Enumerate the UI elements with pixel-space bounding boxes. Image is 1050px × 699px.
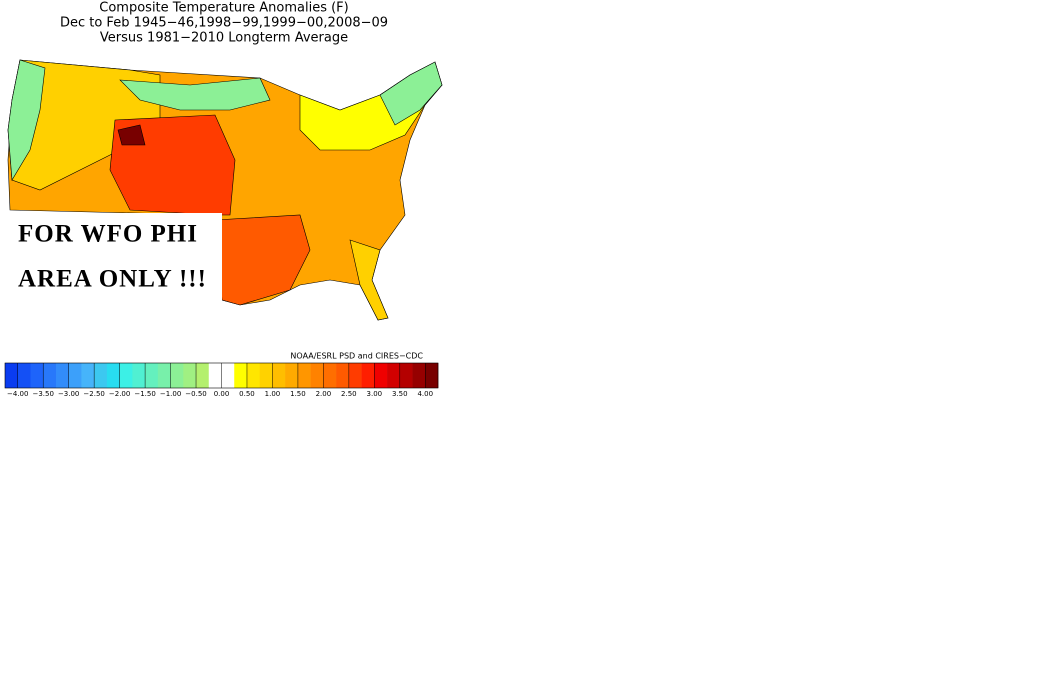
color-swatch — [132, 363, 146, 388]
color-swatch — [183, 363, 197, 388]
color-swatch — [412, 363, 426, 388]
title: Composite Temperature Anomalies (F) — [99, 1, 348, 16]
color-swatch — [361, 363, 375, 388]
color-swatch — [234, 363, 248, 388]
credit: NOAA/ESRL PSD and CIRES−CDC — [290, 352, 423, 361]
us-map — [7, 59, 443, 321]
color-swatch — [196, 363, 210, 388]
tick-label: 0.00 — [214, 390, 230, 398]
tick-label: −2.50 — [83, 390, 104, 398]
tick-label: 4.00 — [417, 390, 433, 398]
tick-label: 3.50 — [392, 390, 408, 398]
color-swatch — [259, 363, 273, 388]
color-swatch — [30, 363, 44, 388]
overlay-box — [13, 213, 222, 330]
overlay-text: FOR WFO PHI — [18, 221, 198, 248]
color-swatch — [119, 363, 133, 388]
subtitle: Versus 1981−2010 Longterm Average — [100, 31, 348, 46]
color-swatch — [5, 363, 19, 388]
tick-label: −3.50 — [32, 390, 53, 398]
tick-label: −1.00 — [160, 390, 181, 398]
tick-label: 1.50 — [290, 390, 306, 398]
color-swatch — [43, 363, 57, 388]
color-swatch — [336, 363, 350, 388]
region — [379, 61, 443, 126]
overlay-text: AREA ONLY !!! — [18, 266, 207, 293]
color-swatch — [285, 363, 299, 388]
color-swatch — [297, 363, 311, 388]
region — [119, 77, 271, 111]
region — [214, 214, 311, 306]
color-swatch — [399, 363, 413, 388]
tick-label: 2.50 — [341, 390, 357, 398]
color-swatch — [170, 363, 184, 388]
tick-label: −2.00 — [109, 390, 130, 398]
color-swatch — [145, 363, 159, 388]
region — [117, 124, 146, 146]
tick-label: −3.00 — [58, 390, 79, 398]
region — [7, 59, 46, 181]
color-swatch — [323, 363, 337, 388]
color-swatch — [348, 363, 362, 388]
color-swatch — [310, 363, 324, 388]
color-swatch — [68, 363, 82, 388]
color-swatch — [272, 363, 286, 388]
color-swatch — [387, 363, 401, 388]
color-swatch — [81, 363, 95, 388]
color-swatch — [208, 363, 222, 388]
color-swatch — [94, 363, 108, 388]
tick-label: 1.00 — [265, 390, 281, 398]
color-swatch — [221, 363, 235, 388]
region — [349, 239, 389, 321]
color-swatch — [157, 363, 171, 388]
color-swatch — [246, 363, 261, 388]
subtitle: Dec to Feb 1945−46,1998−99,1999−00,2008−… — [60, 16, 388, 31]
color-swatch — [55, 363, 69, 388]
tick-label: −0.50 — [185, 390, 206, 398]
tick-label: 3.00 — [367, 390, 383, 398]
tick-label: −1.50 — [134, 390, 155, 398]
color-swatch — [106, 363, 120, 388]
tick-label: 2.00 — [316, 390, 332, 398]
color-swatch — [374, 363, 388, 388]
tick-label: −4.00 — [7, 390, 28, 398]
color-swatch — [425, 363, 439, 388]
color-swatch — [17, 363, 31, 388]
tick-label: 0.50 — [239, 390, 255, 398]
